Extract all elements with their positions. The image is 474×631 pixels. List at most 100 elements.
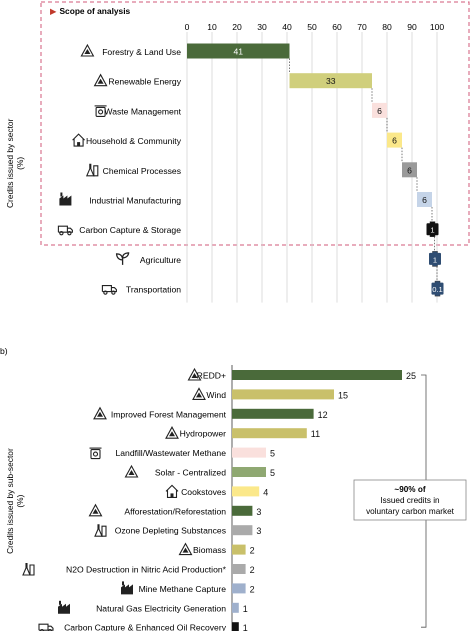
bar	[232, 622, 239, 631]
category-label: Landfill/Wastewater Methane	[115, 448, 226, 458]
tree-recycle-icon	[187, 367, 202, 381]
value-label: 5	[270, 468, 275, 478]
tree-recycle-icon	[93, 73, 108, 87]
category-label: Transportation	[126, 285, 181, 295]
category-label: REDD+	[197, 371, 226, 381]
x-tick-label: 100	[430, 22, 445, 32]
value-label-bg	[431, 282, 444, 295]
x-tick-label: 70	[357, 22, 367, 32]
plant-icon	[115, 252, 130, 265]
bar	[402, 162, 417, 178]
tree-recycle-icon	[80, 43, 95, 57]
tree-recycle-icon	[93, 406, 107, 420]
bar	[232, 370, 402, 380]
tree-recycle-icon	[88, 503, 103, 517]
bar	[232, 544, 246, 555]
flask-icon	[94, 524, 107, 537]
bar	[232, 408, 314, 419]
value-label: 1	[433, 255, 437, 264]
value-label: 6	[422, 195, 427, 205]
category-label: Solar - Centralized	[155, 468, 226, 478]
value-label: 0.1	[432, 285, 443, 294]
category-label: N2O Destruction in Nitric Acid Productio…	[66, 565, 227, 575]
bar	[372, 102, 387, 118]
value-label: 11	[311, 429, 320, 439]
bar	[232, 505, 253, 516]
bar	[187, 43, 290, 59]
value-label: 12	[318, 410, 328, 420]
bar	[232, 564, 246, 574]
category-label: Agriculture	[140, 255, 181, 265]
value-label: 15	[338, 390, 348, 400]
bar	[417, 192, 432, 207]
value-label: 41	[233, 47, 243, 57]
tree-recycle-icon	[124, 464, 139, 478]
category-label: Household & Community	[86, 136, 182, 146]
x-tick-label: 0	[185, 22, 190, 32]
category-label: Carbon Capture & Storage	[79, 225, 181, 235]
value-label: 2	[250, 546, 255, 556]
x-tick-label: 50	[307, 22, 317, 32]
panel-label: b)	[0, 346, 8, 356]
house-icon	[165, 484, 179, 498]
x-tick-label: 20	[232, 22, 242, 32]
flask-icon	[85, 163, 99, 177]
annotation-box	[353, 479, 467, 521]
category-label: Mine Methane Capture	[139, 584, 227, 594]
category-label: Industrial Manufacturing	[89, 196, 181, 206]
value-label: 1	[243, 604, 248, 614]
value-label-bg	[426, 223, 439, 236]
category-label: Biomass	[193, 545, 226, 555]
value-label: 3	[256, 526, 261, 536]
category-label: Improved Forest Management	[111, 409, 227, 419]
truck-icon	[101, 285, 117, 295]
value-label: 33	[326, 76, 336, 86]
panel-b: b)Credits issued by sub-sector(%)REDD+ 25…	[0, 346, 467, 631]
scope-box	[40, 1, 470, 246]
tree-recycle-icon	[165, 426, 179, 439]
value-label: 5	[270, 449, 275, 459]
y-axis-label: Credits issued by sub-sector(%)	[5, 448, 25, 554]
x-tick-label: 80	[382, 22, 392, 32]
value-label: 6	[392, 136, 397, 146]
value-label: 4	[263, 487, 268, 497]
scope-label: ▶ Scope of analysis	[50, 6, 131, 16]
house-icon	[72, 133, 85, 147]
category-label: Natural Gas Electricity Generation	[96, 603, 226, 613]
bar	[232, 428, 307, 439]
panel-a: ▶ Scope of analysis 0 10 20 30 40 50 60 70 80 90 100…	[5, 1, 470, 303]
flask-icon	[22, 563, 35, 576]
value-label: 1	[243, 623, 248, 631]
category-label: Waste Management	[104, 106, 181, 116]
tree-recycle-icon	[192, 387, 206, 400]
y-axis-label: Credits issued by sector(%)	[5, 118, 25, 208]
category-label: Ozone Depleting Substances	[115, 526, 226, 536]
tree-recycle-icon	[178, 542, 193, 556]
bar	[232, 486, 260, 497]
factory-icon	[121, 581, 133, 595]
value-label: 1	[430, 226, 434, 235]
bar	[289, 73, 372, 89]
truck-icon	[38, 623, 54, 631]
category-label: Forestry & Land Use	[102, 47, 181, 57]
value-label: 25	[406, 371, 416, 381]
category-label: Renewable Energy	[108, 77, 181, 87]
value-label: 6	[377, 106, 382, 116]
category-label: Afforestation/Reforestation	[124, 506, 226, 516]
factory-icon	[59, 192, 72, 206]
bar	[232, 447, 266, 458]
bar	[232, 583, 246, 594]
category-label: Cookstoves	[181, 487, 226, 497]
bar	[232, 525, 253, 536]
value-label: 6	[407, 165, 412, 175]
x-tick-label: 60	[332, 22, 342, 32]
scope-label-text: Scope of analysis	[59, 6, 130, 16]
scope-marker: ▶	[50, 6, 57, 16]
value-label-bg	[429, 252, 441, 265]
x-tick-label: 40	[282, 22, 292, 32]
trash-bin-icon	[89, 447, 102, 460]
bar	[232, 467, 266, 477]
bar	[387, 132, 402, 148]
annotation-text: ~90% of Issued credits in voluntary carbon…	[366, 485, 455, 516]
